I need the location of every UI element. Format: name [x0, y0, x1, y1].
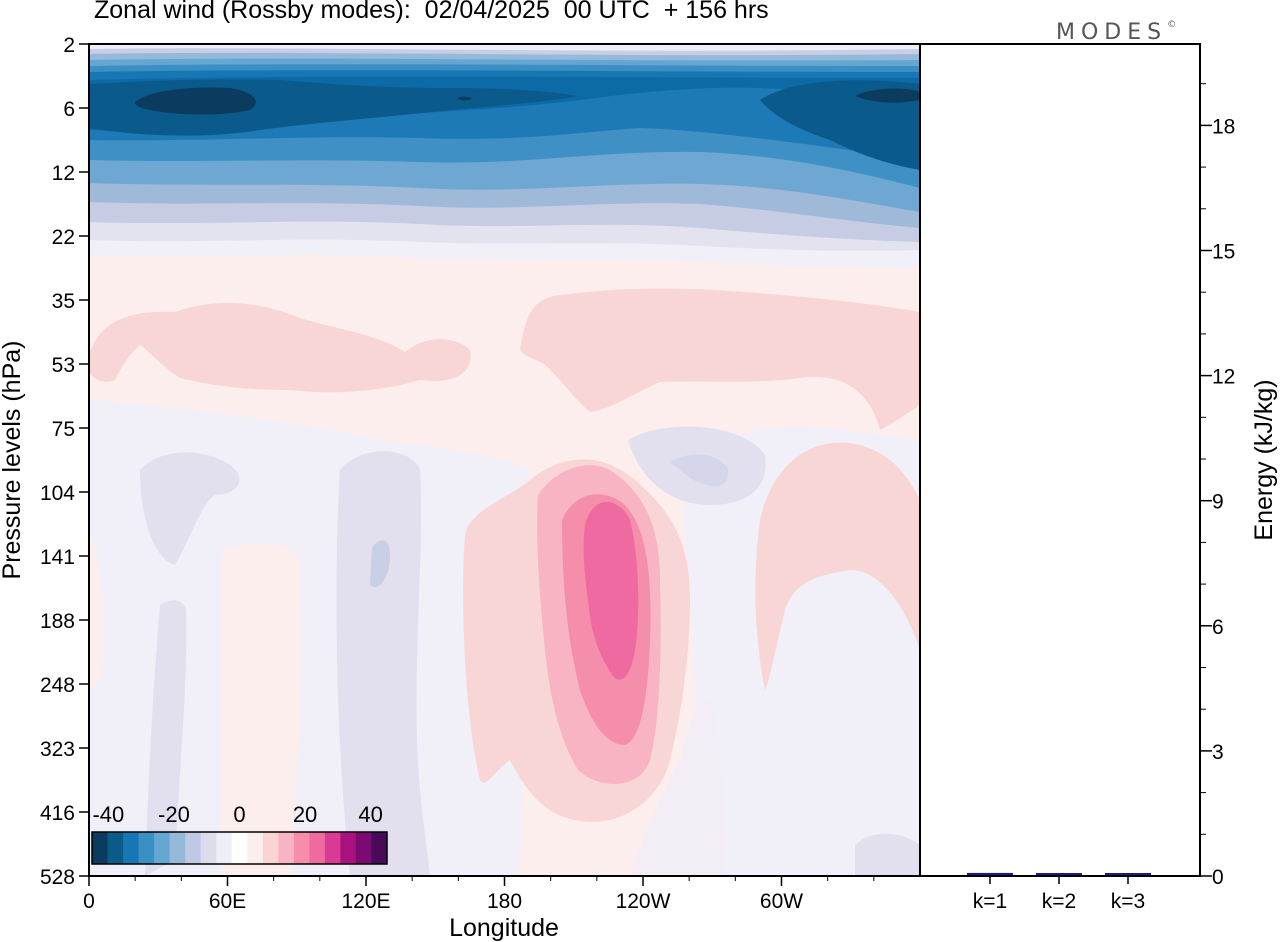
colorbar-swatch: [278, 832, 295, 864]
y-axis: 2 6 12 22 35 53 75 104 141 188 248 323 416 528: [40, 34, 89, 889]
y-tick-label: 323: [40, 738, 75, 761]
colorbar-swatch: [309, 832, 326, 864]
logo-text: MODES: [1056, 20, 1168, 45]
contour-easterly-right-bottom: [855, 833, 920, 876]
contour-easterly-col-3: [336, 451, 430, 876]
wind-field: [89, 44, 920, 876]
contour-easterly-col-2: [145, 600, 187, 876]
colorbar-tick-label: -40: [92, 802, 124, 827]
x-axis: 0 60E 120E 180 120W 60W: [83, 876, 875, 913]
y-tick-label: 22: [52, 226, 75, 249]
colorbar-swatch: [216, 832, 233, 864]
contour-upper-core-right: [760, 80, 920, 170]
energy-y-tick-label: 6: [1212, 616, 1224, 639]
contour-upper-min-left: [135, 87, 256, 115]
y-tick-label: 528: [40, 866, 75, 889]
colorbar-swatch: [107, 832, 124, 864]
y-tick-label: 12: [52, 162, 75, 185]
colorbar-tick-label: -20: [158, 802, 190, 827]
y-tick-label: 2: [63, 34, 75, 57]
x-tick-label: 120E: [341, 890, 390, 913]
colorbar-swatch: [154, 832, 171, 864]
chart-title: Zonal wind (Rossby modes): 02/04/2025 00…: [94, 0, 769, 24]
energy-y-tick-label: 9: [1212, 491, 1224, 514]
colorbar-swatch: [262, 832, 279, 864]
y-tick-label: 6: [63, 98, 75, 121]
colorbar-swatch: [92, 832, 109, 864]
x-tick-label: 60E: [209, 890, 246, 913]
colorbar-frame: [91, 831, 388, 865]
contour-easterly-spot: [370, 540, 391, 588]
modes-logo: MODES©: [1056, 20, 1176, 45]
energy-category-label: k=3: [1111, 890, 1145, 913]
colorbar-swatch: [200, 832, 217, 864]
y-tick-label: 141: [40, 546, 75, 569]
colorbar-swatch: [324, 832, 341, 864]
colorbar-tick-label: 40: [358, 802, 382, 827]
energy-y-tick-label: 18: [1212, 115, 1235, 138]
colorbar-swatch: [340, 832, 357, 864]
x-axis-label: Longitude: [449, 914, 559, 942]
contour-weak-westerly-col1: [89, 530, 105, 690]
energy-axis-label: Energy (kJ/kg): [1250, 379, 1278, 540]
colorbar-swatch: [169, 832, 186, 864]
y-tick-label: 75: [52, 418, 75, 441]
contour-westerly-band-right: [520, 288, 920, 430]
colorbar-swatch: [123, 832, 140, 864]
x-tick-label: 0: [83, 890, 95, 913]
energy-y-tick-label: 0: [1212, 866, 1224, 889]
y-tick-label: 35: [52, 290, 75, 313]
energy-bar: [1105, 873, 1151, 875]
energy-panel-frame: [919, 43, 1201, 877]
y-axis-label: Pressure levels (hPa): [0, 341, 26, 580]
energy-y-tick-label: 3: [1212, 741, 1224, 764]
colorbar-swatch: [247, 832, 264, 864]
energy-category-label: k=2: [1042, 890, 1076, 913]
contour-jet-right: [755, 442, 920, 690]
energy-category-label: k=1: [973, 890, 1007, 913]
contour-easterly-col-1: [140, 452, 240, 565]
y-tick-label: 188: [40, 610, 75, 633]
colorbar-swatch: [371, 832, 388, 864]
x-tick-label: 60W: [760, 890, 803, 913]
contour-weak-col-bottom: [630, 699, 723, 876]
x-tick-label: 120W: [616, 890, 671, 913]
energy-bar: [1036, 873, 1082, 875]
y-tick-label: 53: [52, 354, 75, 377]
contour-westerly-band-mid: [89, 302, 471, 393]
colorbar-tick-label: 0: [233, 802, 245, 827]
contour-top-l6: [89, 44, 920, 51]
energy-axis: 0 3 6 9 12 15 18: [1200, 83, 1235, 889]
contour-upper-min-right: [855, 88, 920, 103]
energy-bar: [967, 872, 1013, 875]
contour-weak-westerly-col2: [222, 543, 302, 876]
contour-easterly-spot-right: [670, 454, 729, 487]
contour-upper-min-dot: [457, 96, 472, 101]
logo-mark: ©: [1167, 20, 1177, 30]
colorbar: -40 -20 0 20 40: [91, 802, 388, 865]
colorbar-swatch: [293, 832, 310, 864]
x-tick-label: 180: [487, 890, 522, 913]
energy-y-tick-label: 15: [1212, 241, 1235, 264]
y-tick-label: 104: [40, 482, 75, 505]
contour-jet-core: [583, 501, 639, 680]
colorbar-swatch: [185, 832, 202, 864]
colorbar-tick-label: 20: [293, 802, 317, 827]
colorbar-swatch: [138, 832, 155, 864]
colorbar-swatch: [355, 832, 372, 864]
colorbar-swatch: [231, 832, 248, 864]
energy-y-tick-label: 12: [1212, 366, 1235, 389]
y-tick-label: 416: [40, 802, 75, 825]
energy-bars: k=1 k=2 k=3: [967, 872, 1151, 913]
y-tick-label: 248: [40, 674, 75, 697]
